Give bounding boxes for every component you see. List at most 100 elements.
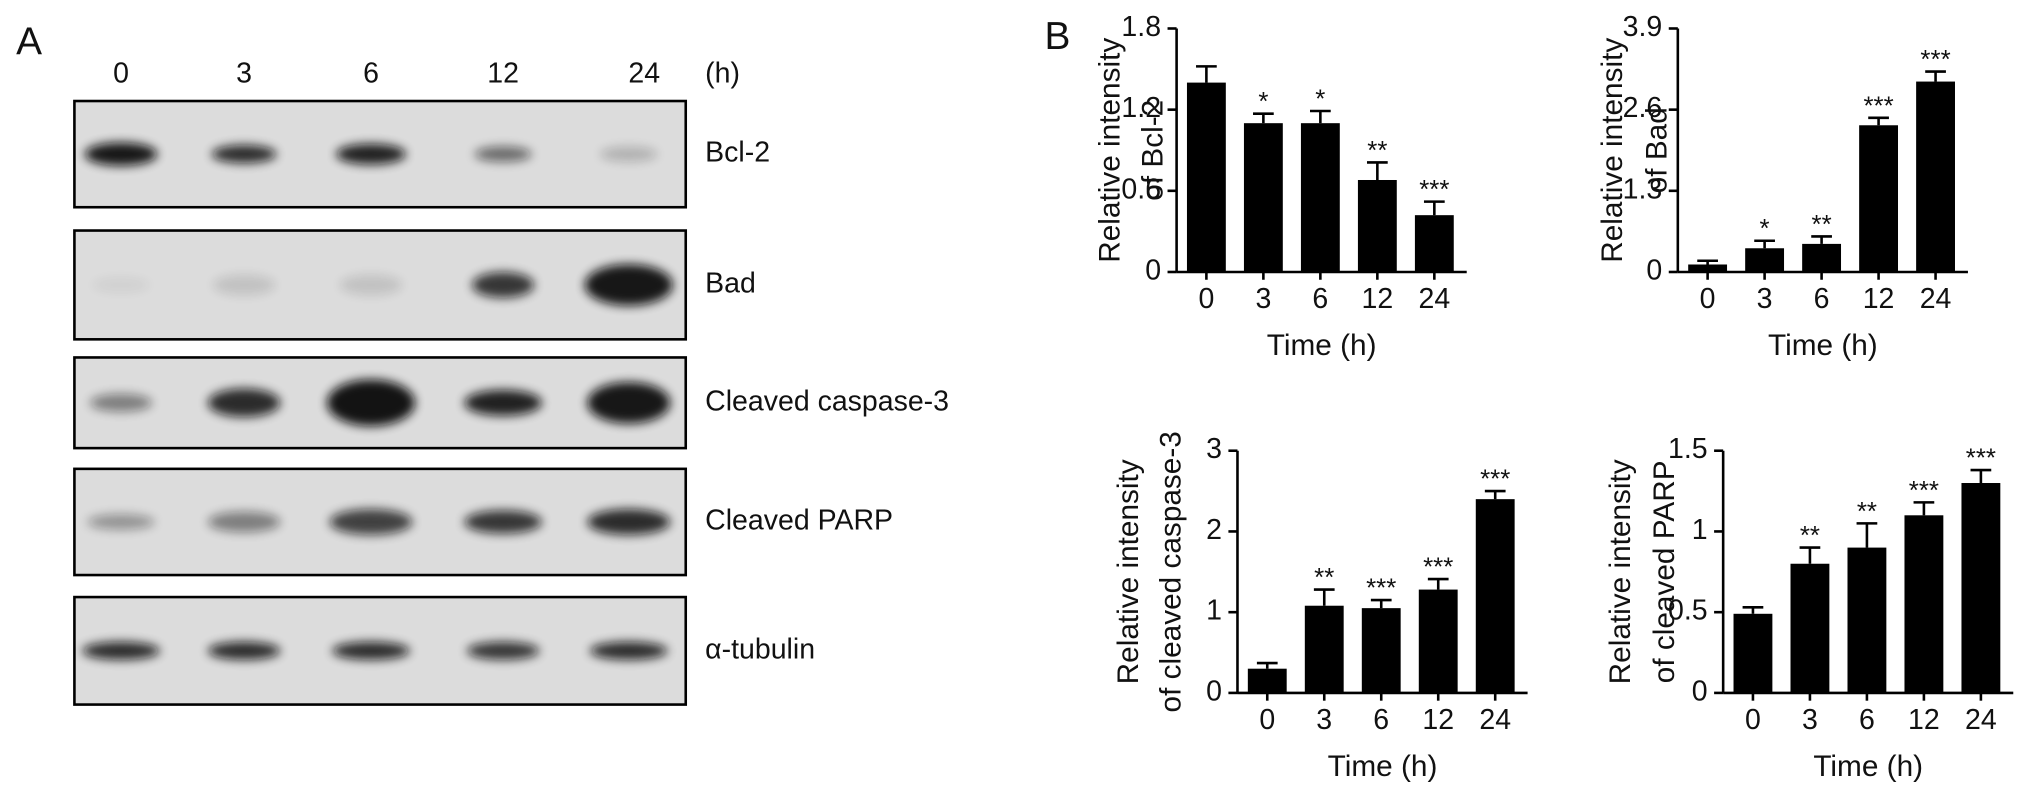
y-axis-label: Relative intensity bbox=[1094, 38, 1127, 263]
y-axis-label: of cleaved PARP bbox=[1648, 460, 1681, 683]
x-tick-label: 3 bbox=[1316, 704, 1332, 736]
y-tick-label: 3 bbox=[1206, 433, 1222, 465]
x-tick-label: 6 bbox=[1859, 704, 1875, 736]
y-axis-label: of Bad bbox=[1640, 107, 1673, 193]
blot-band bbox=[584, 264, 673, 306]
x-tick-label: 24 bbox=[1418, 283, 1450, 315]
significance: * bbox=[1258, 88, 1268, 116]
bar bbox=[1186, 82, 1226, 272]
y-tick-label: 1 bbox=[1206, 595, 1222, 627]
blot-band bbox=[587, 508, 671, 535]
significance: ** bbox=[1857, 498, 1877, 526]
blot-band bbox=[326, 379, 416, 427]
x-tick-label: 0 bbox=[1745, 704, 1761, 736]
blot-band bbox=[472, 271, 535, 298]
x-tick-label: 3 bbox=[1757, 283, 1773, 315]
blot-band bbox=[213, 274, 276, 296]
y-axis-label: Relative intensity bbox=[1112, 459, 1145, 684]
blot-band bbox=[589, 641, 668, 660]
blot-band bbox=[466, 641, 540, 660]
time-label: 24 bbox=[628, 58, 660, 90]
bar bbox=[1847, 547, 1887, 693]
bar bbox=[1688, 264, 1728, 272]
blot-band bbox=[464, 510, 542, 534]
blot-band bbox=[339, 274, 403, 296]
bar bbox=[1745, 248, 1785, 272]
y-axis-label: of Bcl-2 bbox=[1136, 100, 1169, 201]
protein-label: Cleaved PARP bbox=[705, 504, 893, 536]
blot-band bbox=[332, 641, 410, 660]
y-tick-label: 0.6 bbox=[1121, 173, 1161, 205]
protein-label: α-tubulin bbox=[705, 633, 815, 665]
significance: ** bbox=[1812, 211, 1832, 239]
blot-band bbox=[207, 511, 281, 533]
bar bbox=[1243, 123, 1283, 272]
x-tick-label: 6 bbox=[1312, 283, 1328, 315]
blot-band bbox=[329, 508, 413, 535]
time-label: 0 bbox=[113, 58, 129, 90]
bar bbox=[1304, 605, 1344, 693]
bar bbox=[1904, 515, 1944, 693]
protein-label: Bad bbox=[705, 267, 756, 299]
x-tick-label: 12 bbox=[1422, 704, 1454, 736]
bar bbox=[1859, 125, 1899, 272]
significance: *** bbox=[1419, 176, 1449, 204]
y-tick-label: 2.6 bbox=[1623, 92, 1663, 124]
blot-band bbox=[207, 641, 281, 660]
y-tick-label: 1.2 bbox=[1121, 92, 1161, 124]
y-tick-label: 1.5 bbox=[1668, 433, 1708, 465]
protein-label: Cleaved caspase-3 bbox=[705, 385, 949, 417]
significance: ** bbox=[1800, 522, 1820, 550]
blot-band bbox=[82, 641, 160, 660]
x-tick-label: 0 bbox=[1259, 704, 1275, 736]
time-label: 6 bbox=[363, 58, 379, 90]
blot-band bbox=[336, 143, 406, 165]
x-tick-label: 24 bbox=[1479, 704, 1511, 736]
significance: *** bbox=[1366, 575, 1396, 603]
blot-band bbox=[92, 277, 150, 293]
time-label: 12 bbox=[487, 58, 519, 90]
y-tick-label: 3.9 bbox=[1623, 11, 1663, 43]
blot-frame bbox=[73, 99, 688, 209]
significance: * bbox=[1760, 215, 1770, 243]
y-tick-label: 2 bbox=[1206, 514, 1222, 546]
bar bbox=[1790, 563, 1830, 693]
blot-band bbox=[87, 514, 155, 530]
bar bbox=[1733, 613, 1773, 693]
panel-label: A bbox=[16, 20, 42, 63]
bar bbox=[1414, 215, 1454, 272]
x-axis-label: Time (h) bbox=[1267, 329, 1377, 362]
blot-frame bbox=[73, 467, 688, 577]
significance: *** bbox=[1480, 466, 1510, 494]
bar bbox=[1361, 608, 1401, 693]
x-tick-label: 12 bbox=[1863, 283, 1895, 315]
significance: *** bbox=[1909, 477, 1939, 505]
blot-frame bbox=[73, 356, 688, 450]
significance: *** bbox=[1920, 46, 1950, 74]
blot-band bbox=[587, 382, 671, 424]
blot-band bbox=[89, 393, 153, 412]
x-tick-label: 12 bbox=[1362, 283, 1394, 315]
bar bbox=[1916, 81, 1955, 272]
blot-band bbox=[207, 388, 281, 418]
bar bbox=[1802, 243, 1842, 272]
x-tick-label: 0 bbox=[1700, 283, 1716, 315]
western-blot bbox=[73, 99, 688, 706]
significance: * bbox=[1315, 85, 1325, 113]
y-tick-label: 0 bbox=[1692, 675, 1708, 707]
x-axis-label: Time (h) bbox=[1813, 750, 1923, 783]
blot-band bbox=[600, 146, 658, 162]
blot-band bbox=[84, 142, 158, 166]
x-tick-label: 3 bbox=[1802, 704, 1818, 736]
y-tick-label: 1.8 bbox=[1121, 11, 1161, 43]
x-axis-label: Time (h) bbox=[1328, 750, 1438, 783]
y-tick-label: 0.5 bbox=[1668, 595, 1708, 627]
x-tick-label: 24 bbox=[1965, 704, 1997, 736]
x-tick-label: 24 bbox=[1920, 283, 1952, 315]
y-tick-label: 1.3 bbox=[1623, 173, 1663, 205]
significance: *** bbox=[1863, 92, 1893, 120]
x-tick-label: 6 bbox=[1373, 704, 1389, 736]
x-axis-label: Time (h) bbox=[1768, 329, 1878, 362]
x-tick-label: 0 bbox=[1198, 283, 1214, 315]
